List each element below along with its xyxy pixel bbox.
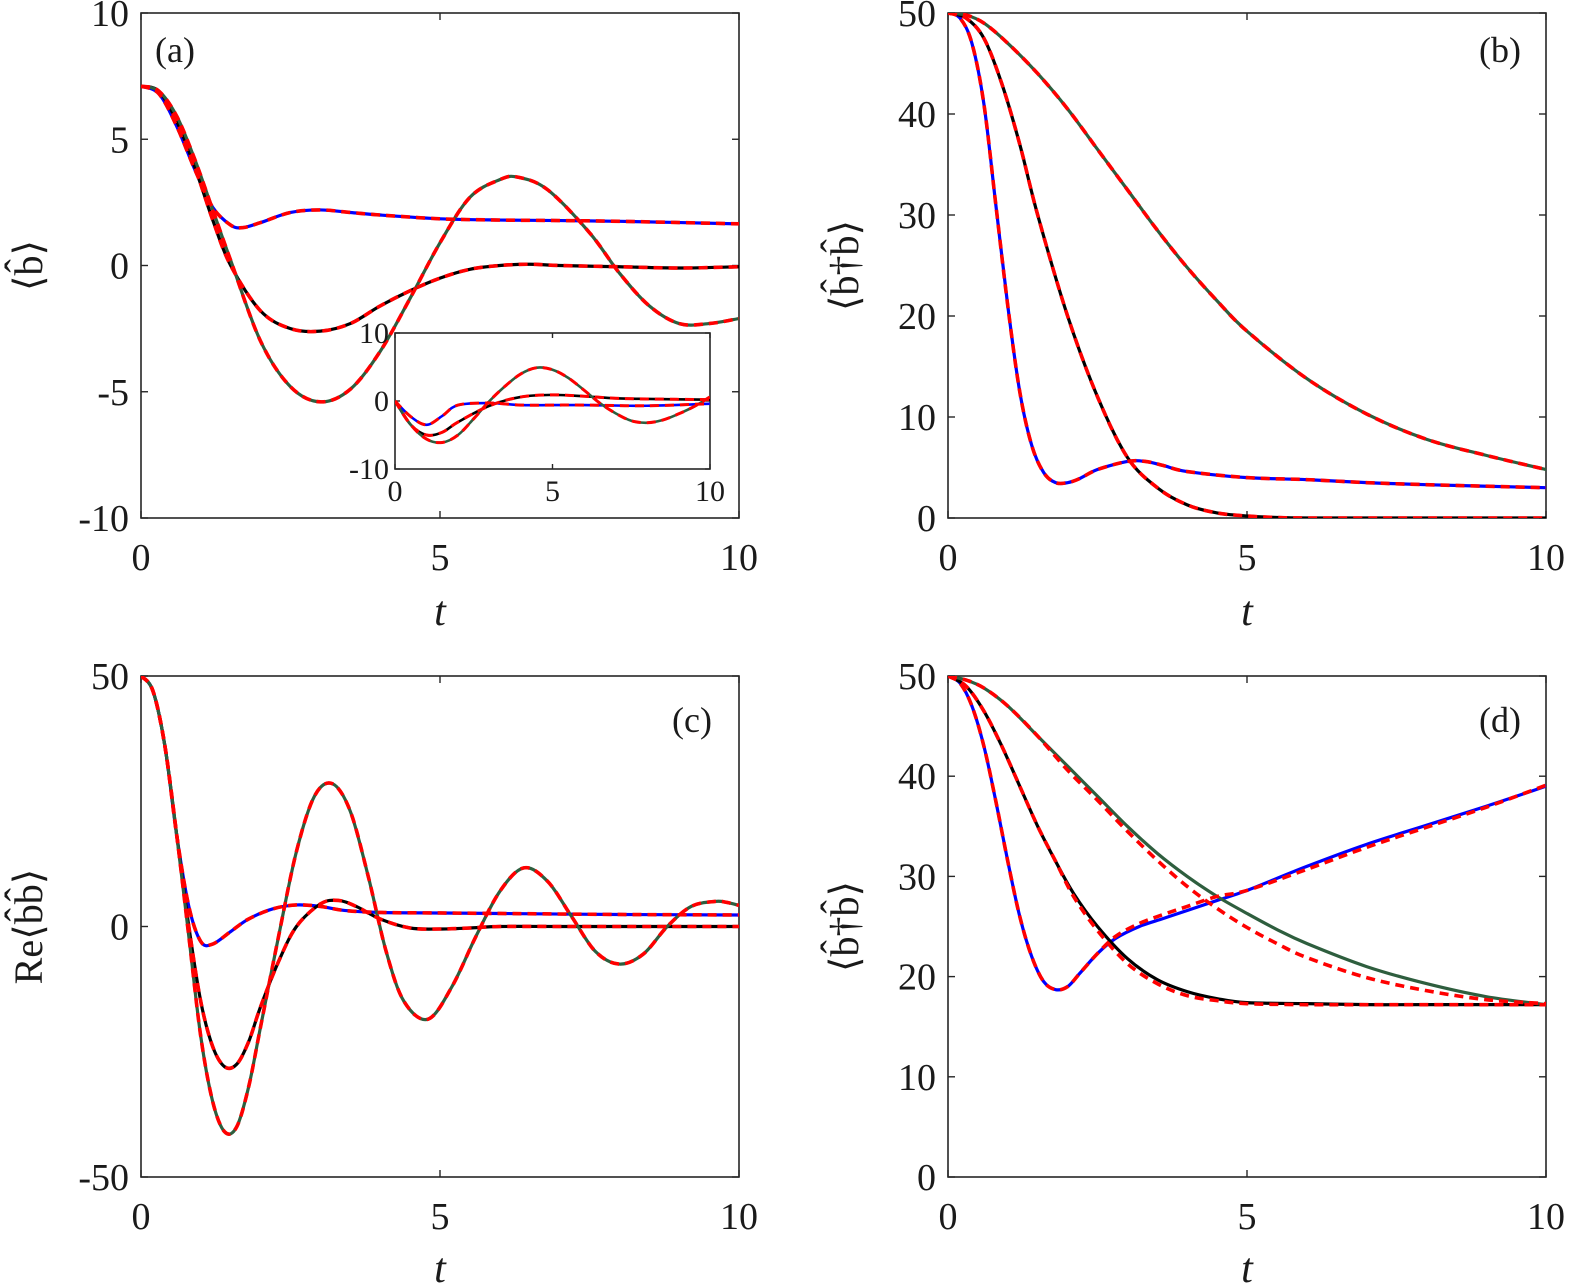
fit-dashed-line xyxy=(141,84,739,404)
series-group xyxy=(948,13,1546,518)
fit-dashed-line xyxy=(141,84,739,334)
y-tick-label: 40 xyxy=(898,756,936,798)
y-tick-label: -5 xyxy=(97,372,129,414)
y-tick-label: 30 xyxy=(898,195,936,237)
y-tick-label: 5 xyxy=(110,119,129,161)
fit-dashed-line xyxy=(948,13,1546,490)
x-tick-label: 5 xyxy=(1238,1196,1257,1238)
y-tick-label: 20 xyxy=(898,296,936,338)
series-group xyxy=(141,84,739,404)
panel-label: (c) xyxy=(672,700,712,740)
y-tick-label: -10 xyxy=(78,498,129,540)
y-axis-label: ⟨b̂†b̂⟩ xyxy=(821,220,867,311)
fit-dashed-line xyxy=(948,676,1546,992)
y-tick-label: 10 xyxy=(359,317,389,350)
x-tick-label: 0 xyxy=(388,475,403,508)
inset-frame xyxy=(394,332,711,470)
y-tick-label: 0 xyxy=(917,1157,936,1199)
y-tick-label: 50 xyxy=(91,656,129,698)
fit-dashed-line xyxy=(948,676,1546,1006)
x-tick-label: 10 xyxy=(695,475,725,508)
x-tick-label: 5 xyxy=(431,537,450,579)
fit-dashed-line xyxy=(948,676,1546,1007)
x-tick-label: 0 xyxy=(132,1196,151,1238)
x-tick-label: 0 xyxy=(939,537,958,579)
y-tick-label: 30 xyxy=(898,856,936,898)
y-tick-label: 50 xyxy=(898,0,936,35)
y-tick-label: 0 xyxy=(917,498,936,540)
x-tick-label: 0 xyxy=(132,537,151,579)
y-axis-label: Re⟨b̂b̂⟩ xyxy=(5,869,51,985)
inset-series-group xyxy=(395,365,710,445)
x-tick-label: 5 xyxy=(431,1196,450,1238)
x-tick-label: 0 xyxy=(939,1196,958,1238)
y-tick-label: 10 xyxy=(91,0,129,35)
x-tick-label: 5 xyxy=(545,475,560,508)
y-tick-label: -10 xyxy=(349,453,389,486)
fit-dashed-line xyxy=(948,13,1546,518)
x-tick-label: 10 xyxy=(1527,1196,1565,1238)
y-axis-label: ⟨b̂†b̂⟩ xyxy=(821,881,867,972)
inset-series-line-green xyxy=(395,366,710,444)
y-tick-label: 10 xyxy=(898,397,936,439)
y-tick-label: 40 xyxy=(898,94,936,136)
panel-label: (d) xyxy=(1479,700,1521,740)
x-tick-label: 10 xyxy=(720,537,758,579)
panel-b: 0 5 10 0 10 20 30 40 50 (b) t ⟨b̂†b̂⟩ xyxy=(821,0,1565,635)
fit-dashed-line xyxy=(141,676,739,1136)
series-group xyxy=(141,676,739,1136)
x-tick-label: 10 xyxy=(1527,537,1565,579)
panel-label: (b) xyxy=(1479,30,1521,70)
y-tick-label: 0 xyxy=(110,246,129,288)
panel-label: (a) xyxy=(155,30,195,70)
y-tick-label: -50 xyxy=(78,1157,129,1199)
inset-fit-dashed-line xyxy=(395,393,710,437)
y-axis-label: ⟨b̂⟩ xyxy=(5,240,51,291)
panel-d: 0 5 10 0 10 20 30 40 50 (d) t ⟨b̂†b̂⟩ xyxy=(821,656,1565,1286)
y-tick-label: 10 xyxy=(898,1057,936,1099)
y-tick-label: 50 xyxy=(898,656,936,698)
x-axis-label: t xyxy=(1241,1246,1254,1286)
y-tick-label: 0 xyxy=(374,385,389,418)
x-tick-label: 10 xyxy=(720,1196,758,1238)
y-tick-label: 0 xyxy=(110,907,129,949)
x-tick-label: 5 xyxy=(1238,537,1257,579)
y-tick-label: 20 xyxy=(898,957,936,999)
fit-dashed-line xyxy=(948,13,1546,472)
plot-frame xyxy=(947,12,1547,519)
series-group xyxy=(948,676,1546,1007)
x-axis-label: t xyxy=(434,589,447,635)
x-axis-label: t xyxy=(1241,589,1254,635)
x-axis-label: t xyxy=(434,1246,447,1286)
series-line-blue xyxy=(948,676,1546,992)
